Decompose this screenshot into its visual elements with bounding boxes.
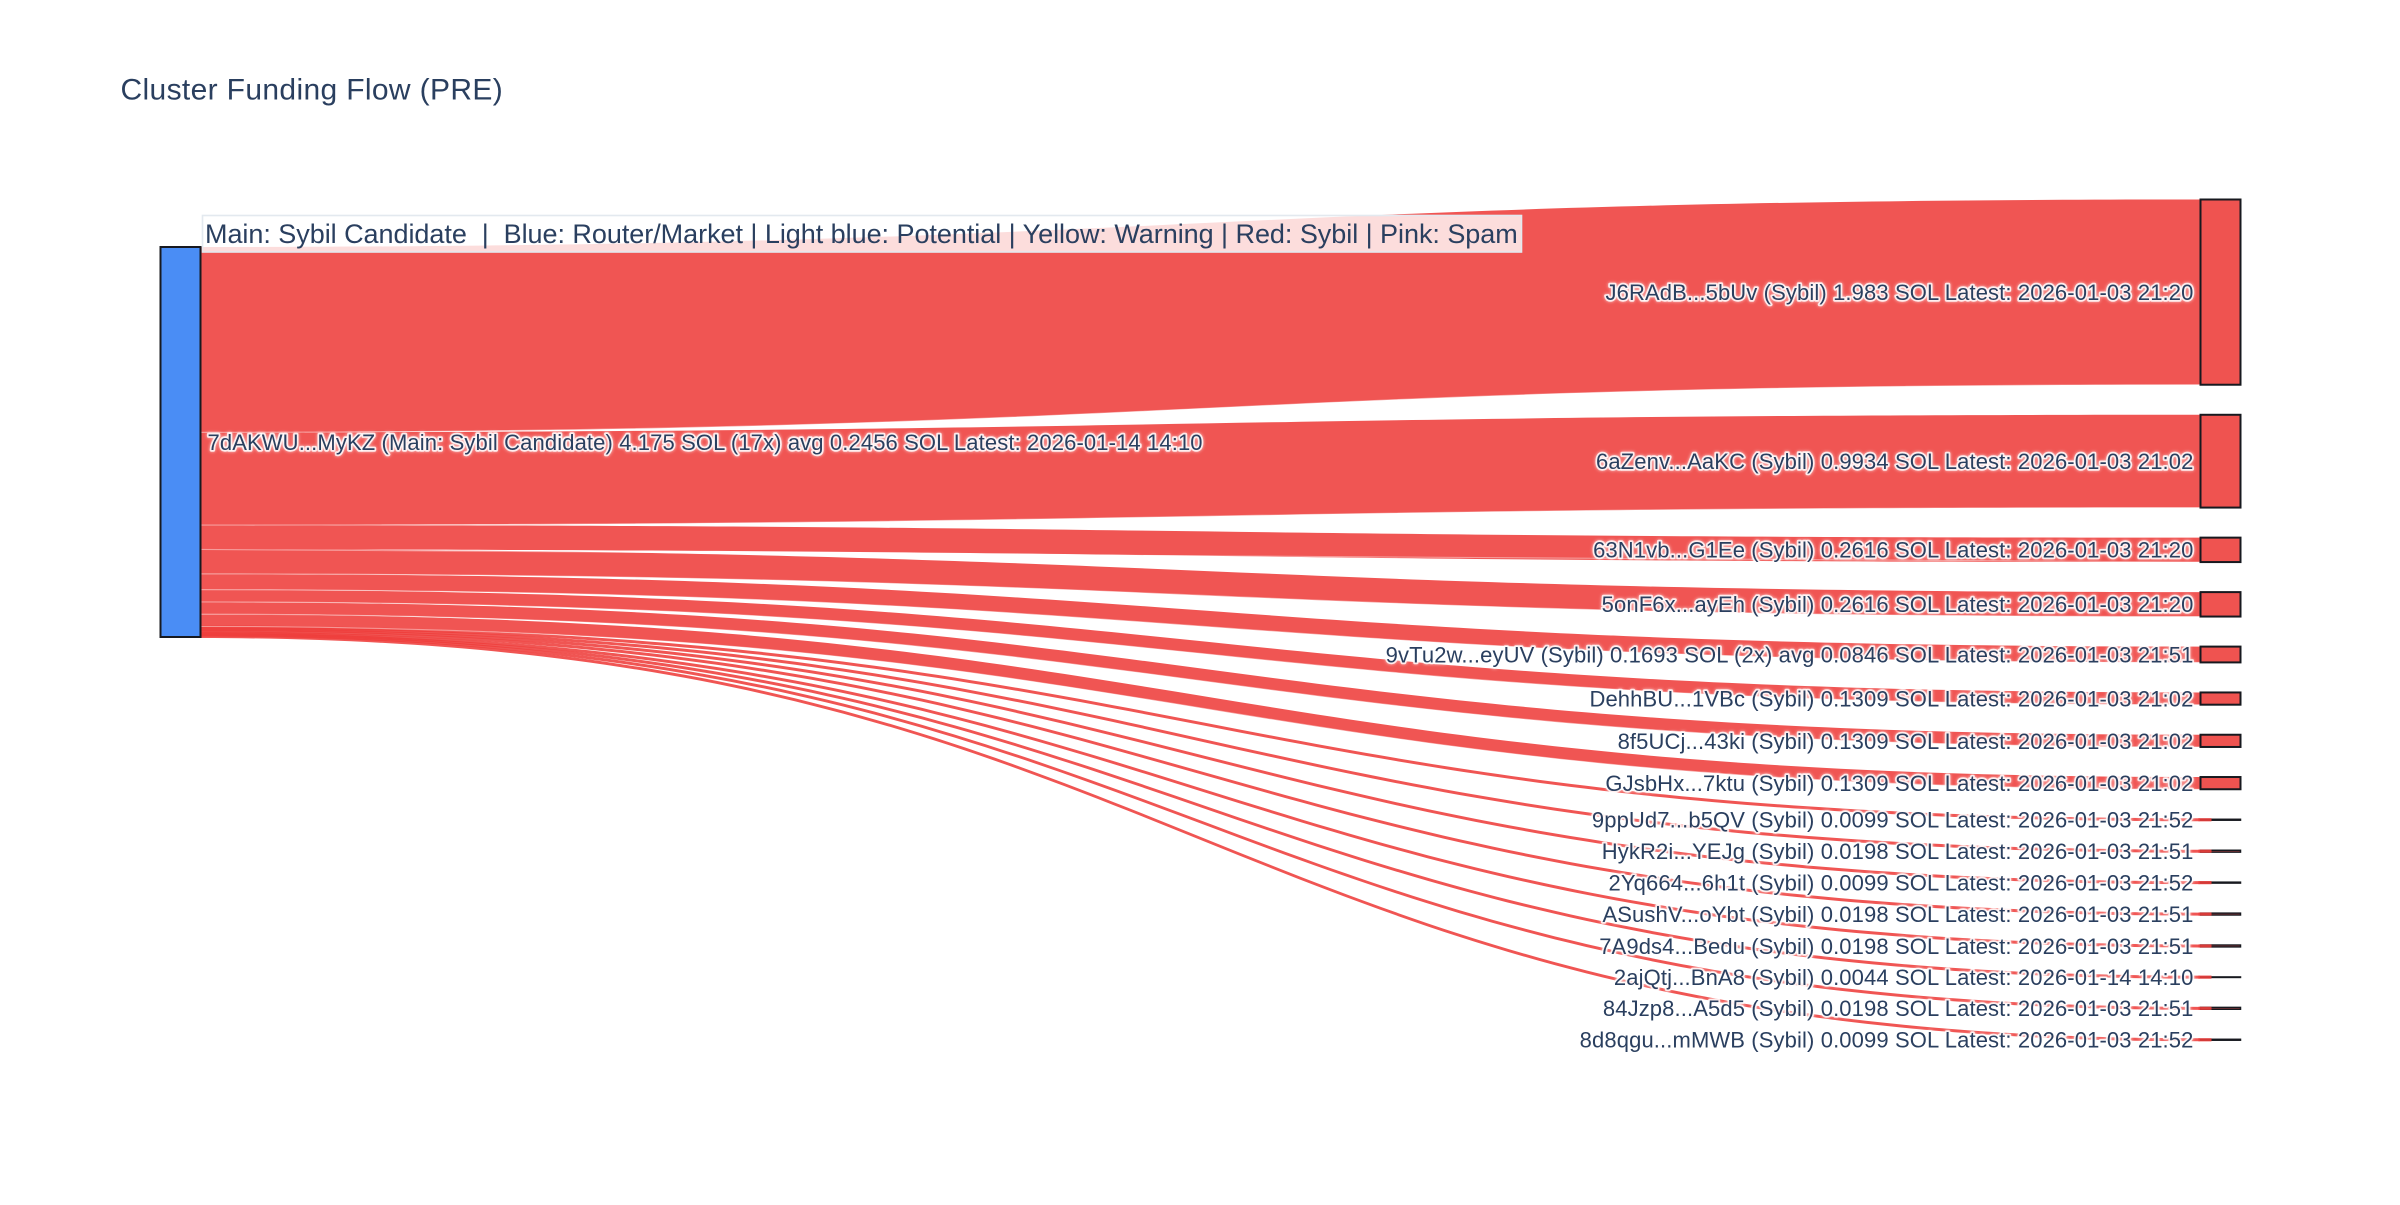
svg-text:DehhBU...1VBc (Sybil) 0.1309 S: DehhBU...1VBc (Sybil) 0.1309 SOL Latest:… xyxy=(1589,686,2193,711)
svg-text:7A9ds4...Bedu (Sybil) 0.0198 S: 7A9ds4...Bedu (Sybil) 0.0198 SOL Latest:… xyxy=(1599,934,2193,959)
svg-text:5onF6x...ayEh (Sybil) 0.2616 S: 5onF6x...ayEh (Sybil) 0.2616 SOL Latest:… xyxy=(1602,592,2194,617)
svg-text:9ppUd7...b5QV (Sybil) 0.0099 S: 9ppUd7...b5QV (Sybil) 0.0099 SOL Latest:… xyxy=(1592,808,2194,833)
svg-text:HykR2i...YEJg (Sybil) 0.0198 S: HykR2i...YEJg (Sybil) 0.0198 SOL Latest:… xyxy=(1602,839,2194,864)
svg-text:8d8qgu...mMWB (Sybil) 0.0099 S: 8d8qgu...mMWB (Sybil) 0.0099 SOL Latest:… xyxy=(1580,1028,2194,1053)
svg-text:2Yq664...6h1t (Sybil) 0.0099 S: 2Yq664...6h1t (Sybil) 0.0099 SOL Latest:… xyxy=(1609,871,2194,896)
svg-text:ASushV...oYbt (Sybil) 0.0198 S: ASushV...oYbt (Sybil) 0.0198 SOL Latest:… xyxy=(1602,902,2193,927)
svg-text:2ajQtj...BnA8 (Sybil) 0.0044 S: 2ajQtj...BnA8 (Sybil) 0.0044 SOL Latest:… xyxy=(1614,965,2194,990)
svg-text:Main: Sybil Candidate | Blue: Main: Sybil Candidate | Blue: Router/Mar… xyxy=(205,219,1518,249)
svg-text:GJsbHx...7ktu (Sybil) 0.1309 S: GJsbHx...7ktu (Sybil) 0.1309 SOL Latest:… xyxy=(1605,771,2193,796)
svg-text:Cluster Funding Flow (PRE): Cluster Funding Flow (PRE) xyxy=(121,73,504,106)
svg-text:J6RAdB...5bUv (Sybil) 1.983 SO: J6RAdB...5bUv (Sybil) 1.983 SOL Latest: … xyxy=(1605,280,2193,305)
svg-text:63N1vb...G1Ee (Sybil) 0.2616 S: 63N1vb...G1Ee (Sybil) 0.2616 SOL Latest:… xyxy=(1593,538,2193,563)
svg-text:9vTu2w...eyUV (Sybil) 0.1693 S: 9vTu2w...eyUV (Sybil) 0.1693 SOL (2x) av… xyxy=(1386,642,2194,667)
svg-text:84Jzp8...A5d5 (Sybil) 0.0198 S: 84Jzp8...A5d5 (Sybil) 0.0198 SOL Latest:… xyxy=(1603,996,2194,1021)
svg-text:7dAKWU...MyKZ (Main: Sybil Can: 7dAKWU...MyKZ (Main: Sybil Candidate) 4.… xyxy=(208,430,1203,455)
svg-text:6aZenv...AaKC (Sybil) 0.9934 S: 6aZenv...AaKC (Sybil) 0.9934 SOL Latest:… xyxy=(1596,449,2194,474)
svg-text:8f5UCj...43ki (Sybil) 0.1309 S: 8f5UCj...43ki (Sybil) 0.1309 SOL Latest:… xyxy=(1618,729,2194,754)
